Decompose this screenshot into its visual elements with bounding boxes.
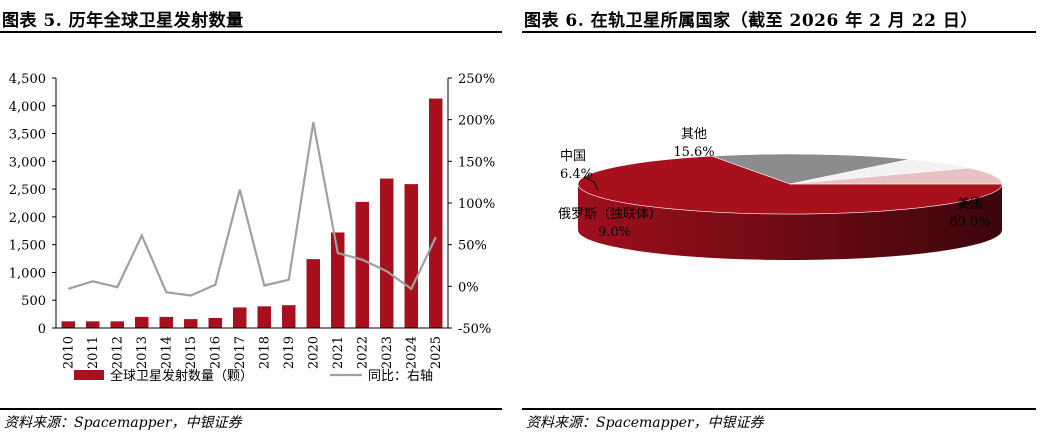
pie-chart: 美国 69.0% 其他 15.6% 中国 6.4% 俄罗斯（独联体） 9.0% — [558, 127, 1003, 260]
left-panel: 图表 5. 历年全球卫星发射数量 0 500 1,000 1,500 2,000 2,50… — [0, 0, 502, 436]
legend-bar-swatch — [74, 370, 104, 380]
x-tick-label: 2010 — [61, 336, 76, 369]
pie-label-value: 9.0% — [598, 225, 631, 240]
bar-2011 — [86, 321, 100, 328]
legend-bar-label: 全球卫星发射数量（颗） — [110, 368, 253, 384]
pie-side-美国 — [578, 184, 1002, 260]
bar-2019 — [282, 305, 296, 328]
left-tick-label: 1,500 — [9, 239, 46, 254]
x-tick-label: 2024 — [404, 336, 419, 369]
title-rule-left — [0, 31, 502, 33]
bar-2014 — [159, 316, 173, 328]
x-tick-label: 2023 — [380, 336, 395, 369]
right-tick-label: 200% — [458, 114, 495, 129]
left-tick-label: 0 — [38, 322, 46, 337]
right-tick-label: 150% — [458, 155, 495, 170]
x-tick-label: 2016 — [208, 336, 223, 369]
title-rule-right — [522, 31, 1036, 33]
pie-slice-其他 — [711, 153, 911, 185]
x-tick-label: 2018 — [257, 336, 272, 369]
left-tick-label: 2,000 — [9, 211, 46, 226]
left-tick-label: 3,000 — [9, 155, 46, 170]
x-tick-label: 2011 — [86, 336, 101, 369]
x-tick-label: 2020 — [306, 336, 321, 369]
bar-2010 — [61, 321, 75, 328]
left-tick-label: 2,500 — [9, 183, 46, 198]
chart-title-left: 图表 5. 历年全球卫星发射数量 — [2, 11, 244, 31]
source-note-left: 资料来源：Spacemapper，中银证券 — [4, 415, 242, 431]
legend-line-label: 同比：右轴 — [368, 369, 433, 384]
right-tick-label: 250% — [458, 72, 495, 87]
leader-line-china — [583, 176, 599, 192]
right-tick-label: 0% — [458, 280, 479, 295]
bar-2024 — [404, 184, 418, 328]
right-tick-label: -50% — [458, 322, 491, 337]
x-tick-label: 2025 — [429, 336, 444, 369]
bar-2013 — [135, 316, 149, 328]
x-tick-label: 2012 — [110, 336, 125, 369]
bar-2025 — [429, 98, 443, 328]
left-tick-label: 1,000 — [9, 266, 46, 281]
pie-label-name: 美国 — [957, 197, 983, 212]
x-tick-label: 2019 — [282, 336, 297, 369]
bar-2022 — [355, 201, 369, 328]
right-panel: 图表 6. 在轨卫星所属国家（截至 2026 年 2 月 22 日） 美国 69.… — [522, 0, 1040, 436]
bar-2020 — [306, 259, 320, 328]
left-tick-label: 3,500 — [9, 128, 46, 143]
chart-title-right: 图表 6. 在轨卫星所属国家（截至 2026 年 2 月 22 日） — [524, 11, 978, 31]
x-tick-label: 2013 — [135, 336, 150, 369]
pie-slice-俄罗斯（独联体） — [789, 167, 1003, 185]
bar-2012 — [110, 321, 124, 328]
pie-label-value: 15.6% — [673, 145, 714, 160]
x-tick-label: 2015 — [184, 336, 199, 369]
pie-label-name: 俄罗斯（独联体） — [558, 207, 662, 222]
bar-2021 — [331, 232, 345, 328]
pie-label-value: 69.0% — [949, 215, 990, 230]
pie-label-name: 其他 — [681, 127, 707, 142]
source-note-right: 资料来源：Spacemapper，中银证券 — [526, 415, 764, 431]
source-rule-right — [522, 408, 1036, 410]
x-tick-label: 2017 — [233, 336, 248, 369]
bar-2016 — [208, 318, 222, 328]
x-tick-label: 2014 — [159, 336, 174, 369]
bar-2023 — [380, 178, 394, 328]
right-tick-label: 100% — [458, 197, 495, 212]
source-rule-left — [0, 408, 502, 410]
x-tick-label: 2021 — [331, 336, 346, 369]
left-tick-label: 4,000 — [9, 100, 46, 115]
pie-label-value: 6.4% — [560, 167, 593, 182]
yoy-line — [67, 121, 437, 297]
bar-line-chart: 0 500 1,000 1,500 2,000 2,500 3,000 3,500 4,000 4… — [9, 72, 495, 384]
x-tick-label: 2022 — [355, 336, 370, 369]
bar-2018 — [257, 306, 271, 328]
pie-label-name: 中国 — [560, 149, 586, 164]
bar-2015 — [184, 319, 198, 328]
bar-2017 — [233, 307, 247, 328]
right-tick-label: 50% — [458, 239, 487, 254]
left-tick-label: 500 — [21, 294, 46, 309]
left-tick-label: 4,500 — [9, 72, 46, 87]
pie-slice-美国 — [577, 155, 1003, 215]
